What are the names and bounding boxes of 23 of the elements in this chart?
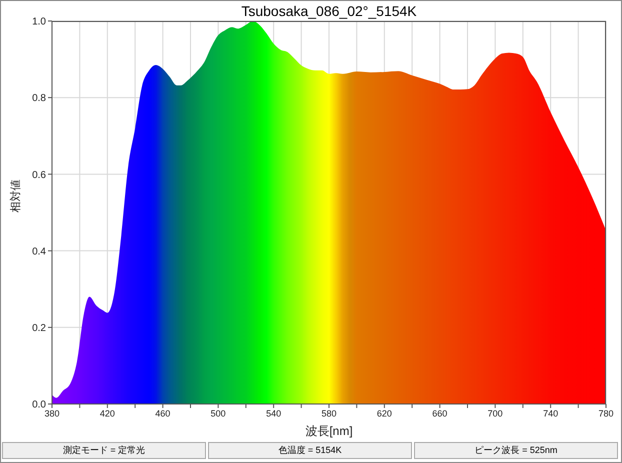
y-tick-label: 0.6 [32,170,46,181]
x-tick-label: 740 [543,408,558,418]
x-axis-title: 波長[nm] [305,424,353,438]
x-tick-label: 580 [321,408,337,418]
text: 測定モード = 定常光 [2,442,206,459]
x-tick-label: 420 [100,408,115,418]
x-tick-label: 500 [210,408,226,418]
text: ピーク波長 = 525nm [414,442,618,459]
chart-title: Tsubosaka_086_02°_5154K [240,2,418,21]
x-tick-label: 660 [432,408,448,418]
y-tick-label: 0.2 [32,322,46,334]
x-tick-label: 380 [44,408,60,418]
x-tick-label: 460 [155,408,170,418]
y-tick-label: 0.8 [32,93,46,104]
text: 色温度 = 5154K [208,442,412,459]
x-tick-label: 540 [266,408,282,418]
x-tick-label: 620 [376,408,392,418]
y-axis-title: 相対値 [8,180,22,212]
x-tick-label: 780 [598,408,614,418]
y-tick-label: 0.4 [32,246,46,258]
y-tick-label: 1.0 [32,16,46,28]
x-tick-label: 700 [488,408,503,418]
y-tick-label: 0.0 [32,400,46,411]
